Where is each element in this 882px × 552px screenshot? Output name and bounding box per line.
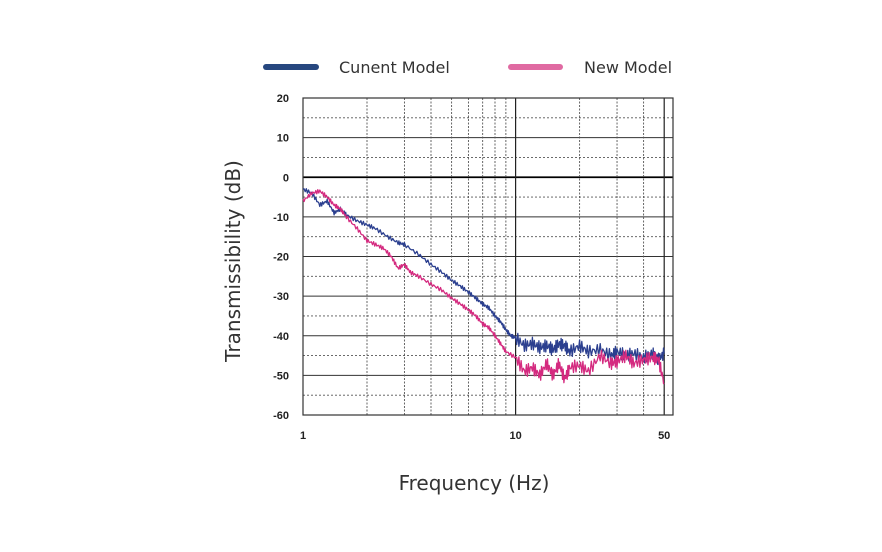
x-tick-label: 1 [300,430,306,442]
y-tick-label: -50 [273,370,289,382]
y-tick-label: 10 [277,133,289,145]
plot-area: 20 10 0 -10 -20 -30 -40 -50 -60 1 10 50 [273,93,674,442]
y-tick-label: 20 [277,93,289,105]
x-tick-label: 10 [509,430,521,442]
x-axis-label: Frequency (Hz) [399,471,550,495]
x-tick-label: 50 [658,430,670,442]
legend: Cunent Model New Model [263,58,672,77]
y-tick-label: -60 [273,410,289,422]
y-tick-label: -40 [273,331,289,343]
y-tick-label: -30 [273,291,289,303]
plot-frame [302,97,674,416]
series-line-new-model [302,189,665,385]
legend-label-new-model: New Model [584,58,672,77]
series-line-cunent-model [302,188,665,366]
y-axis-label: Transmissibility (dB) [221,160,245,363]
y-tick-label: -10 [273,212,289,224]
y-tick-label: -20 [273,252,289,264]
legend-label-cunent-model: Cunent Model [339,58,450,77]
y-tick-label: 0 [283,172,289,184]
